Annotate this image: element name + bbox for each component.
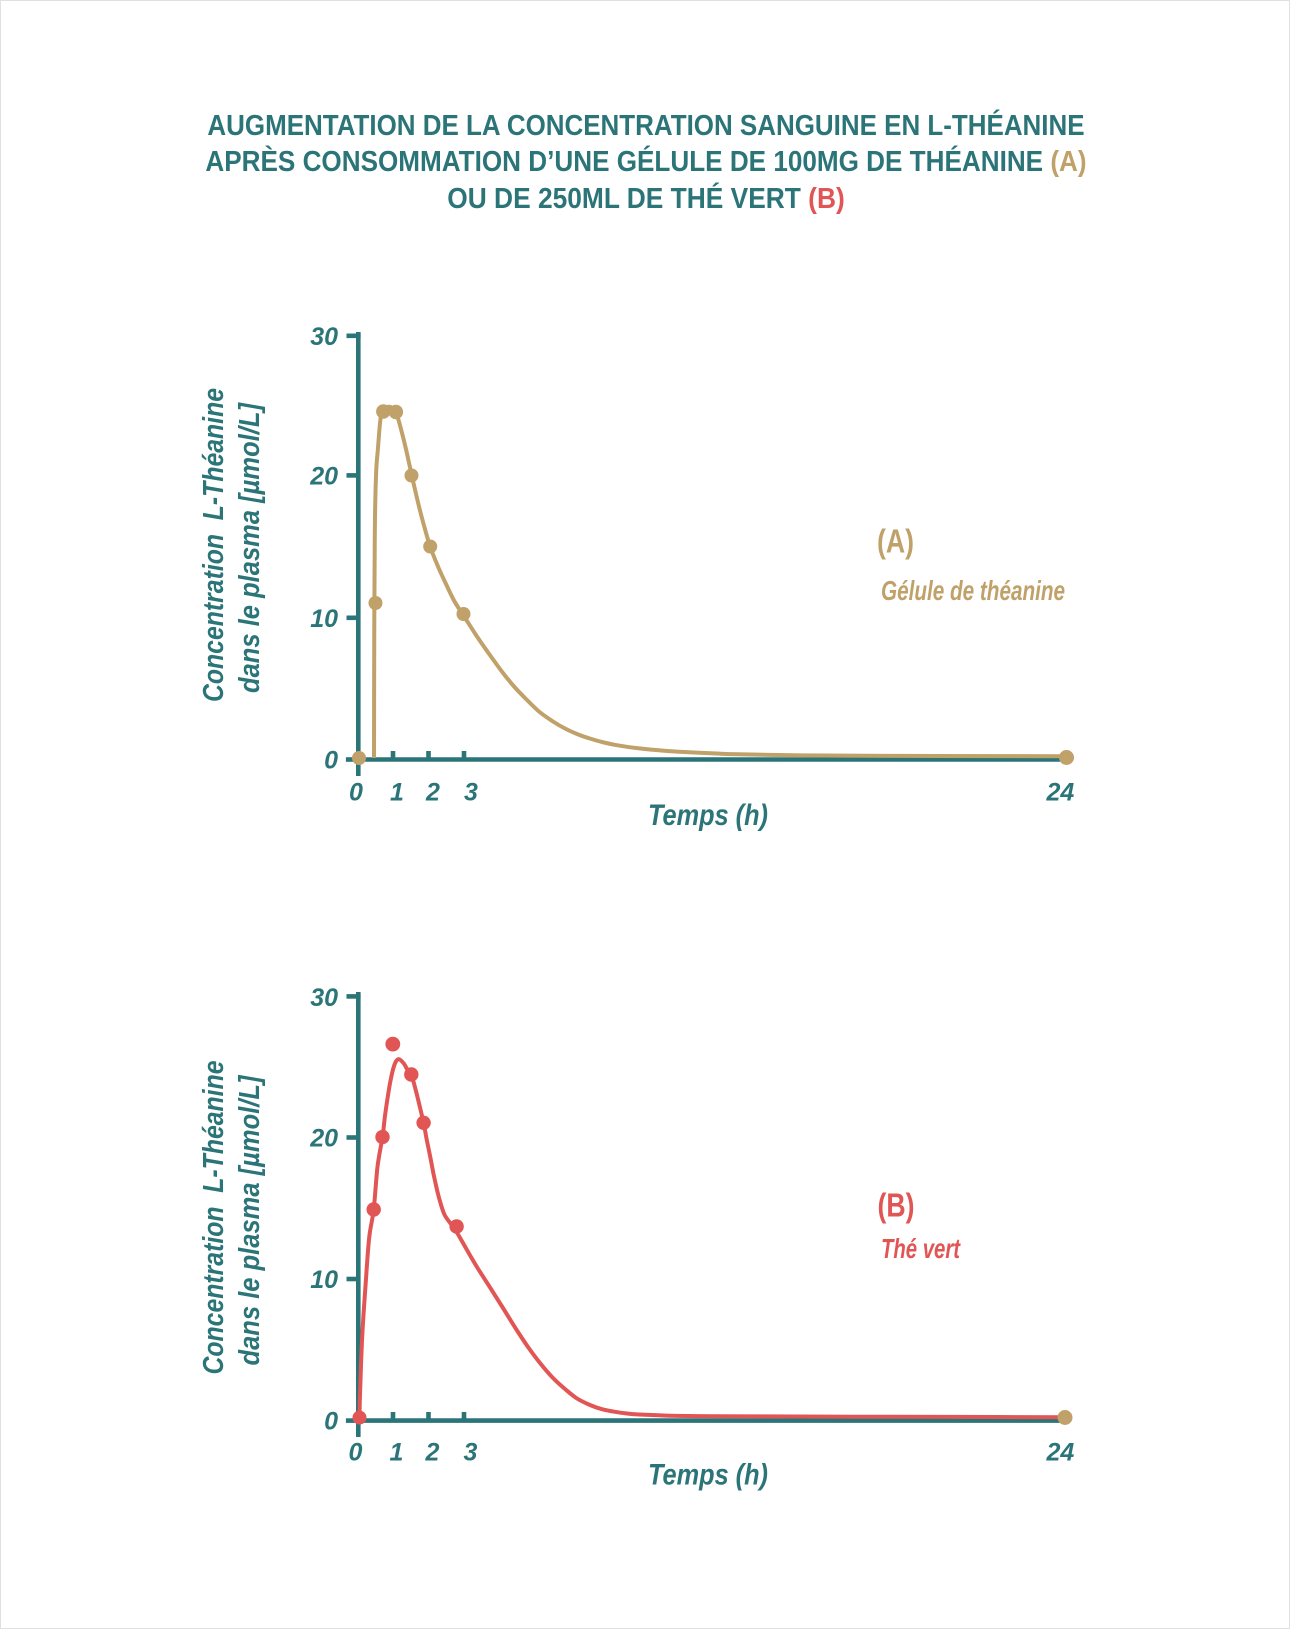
svg-text:20: 20	[309, 1125, 338, 1153]
svg-text:10: 10	[310, 1266, 338, 1294]
svg-text:Temps (h): Temps (h)	[648, 799, 768, 832]
svg-text:Gélule de théanine: Gélule de théanine	[881, 575, 1065, 606]
svg-text:0: 0	[349, 1439, 363, 1467]
svg-text:3: 3	[464, 1439, 478, 1467]
svg-text:(A): (A)	[877, 523, 914, 560]
svg-text:dans le plasma [µmol/L]: dans le plasma [µmol/L]	[234, 1074, 266, 1365]
svg-text:2: 2	[425, 1439, 440, 1467]
svg-text:0: 0	[324, 1408, 338, 1436]
svg-text:Temps (h): Temps (h)	[648, 1459, 768, 1492]
svg-text:10: 10	[310, 605, 338, 633]
svg-text:0: 0	[324, 747, 338, 775]
svg-text:3: 3	[464, 779, 478, 807]
svg-text:2: 2	[425, 779, 440, 807]
svg-text:0: 0	[349, 779, 363, 807]
svg-text:(B): (B)	[878, 1187, 915, 1224]
svg-text:24: 24	[1045, 779, 1074, 807]
svg-text:1: 1	[390, 779, 404, 807]
svg-text:30: 30	[310, 323, 338, 351]
svg-text:Concentration L-Théanine: Concentration L-Théanine	[198, 388, 230, 702]
svg-text:Thé vert: Thé vert	[881, 1233, 961, 1264]
svg-text:24: 24	[1045, 1439, 1074, 1467]
svg-text:30: 30	[310, 984, 338, 1012]
svg-text:dans le plasma [µmol/L]: dans le plasma [µmol/L]	[234, 402, 266, 693]
svg-text:1: 1	[390, 1439, 404, 1467]
svg-text:Concentration L-Théanine: Concentration L-Théanine	[198, 1061, 230, 1375]
svg-text:20: 20	[309, 463, 338, 491]
